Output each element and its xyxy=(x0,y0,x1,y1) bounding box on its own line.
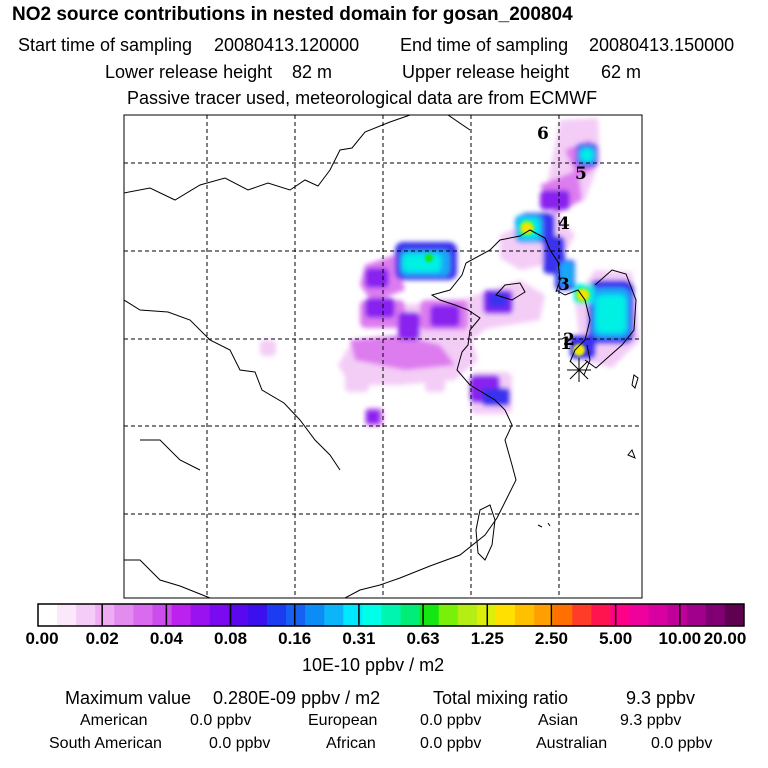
region-name: European xyxy=(308,712,378,729)
colorbar-tick-label: 0.02 xyxy=(85,629,119,648)
region-value: 0.0 ppbv xyxy=(651,735,713,752)
colorbar-cell xyxy=(209,604,230,626)
region-name: American xyxy=(80,712,148,729)
colorbar-cell xyxy=(76,604,96,626)
colorbar-cell xyxy=(114,604,134,626)
marker-6: 6 xyxy=(537,124,549,144)
colorbar-tick-label: 0.04 xyxy=(149,629,183,648)
colorbar-cell xyxy=(228,604,249,626)
colorbar-cell xyxy=(438,604,459,626)
start-time-value: 20080413.120000 xyxy=(214,35,360,55)
figure-title: NO2 source contributions in nested domai… xyxy=(12,4,573,25)
colorbar-cell xyxy=(190,604,211,626)
colorbar-tick-label: 0.63 xyxy=(406,629,440,648)
end-time-value: 20080413.150000 xyxy=(589,35,735,55)
colorbar-cell xyxy=(648,604,669,626)
region-value: 9.3 ppbv xyxy=(620,712,682,729)
colorbar-cell xyxy=(515,604,535,626)
colorbar-tick-label: 5.00 xyxy=(599,629,633,648)
colorbar-cell xyxy=(381,604,402,626)
region-value: 0.0 ppbv xyxy=(209,735,271,752)
total-label: Total mixing ratio xyxy=(433,688,569,708)
colorbar-cell xyxy=(629,604,650,626)
colorbar-tick-label: 0.00 xyxy=(25,629,59,648)
start-time-label: Start time of sampling xyxy=(18,35,193,55)
colorbar-tick-label: 2.50 xyxy=(534,629,568,648)
colorbar-cell xyxy=(95,604,115,626)
upper-height-label: Upper release height xyxy=(402,62,570,82)
region-name: African xyxy=(326,735,376,752)
colorbar-cell xyxy=(457,604,478,626)
tracer-note: Passive tracer used, meteorological data… xyxy=(127,88,598,108)
colorbar-cell xyxy=(324,604,344,626)
colorbar-tick-label: 20.00 xyxy=(703,629,747,648)
colorbar xyxy=(37,603,745,627)
total-value: 9.3 ppbv xyxy=(626,688,696,708)
colorbar-cell xyxy=(57,604,77,626)
colorbar-tick-label: 0.08 xyxy=(213,629,248,648)
colorbar-cell xyxy=(591,604,611,626)
region-name: Australian xyxy=(536,735,608,752)
colorbar-cell xyxy=(705,604,726,626)
colorbar-tick-label: 1.25 xyxy=(470,629,504,648)
colorbar-tick-label: 10.00 xyxy=(658,629,702,648)
colorbar-cell xyxy=(534,604,554,626)
region-name: Asian xyxy=(538,712,579,729)
marker-5: 5 xyxy=(575,164,587,184)
colorbar-cell xyxy=(400,604,421,626)
colorbar-cell xyxy=(247,604,268,626)
region-value: 0.0 ppbv xyxy=(420,735,482,752)
colorbar-cell xyxy=(286,604,306,626)
region-value: 0.0 ppbv xyxy=(190,712,252,729)
colorbar-cell xyxy=(419,604,440,626)
colorbar-cell xyxy=(343,604,363,626)
colorbar-tick-label: 0.16 xyxy=(278,629,312,648)
colorbar-tick-label: 0.31 xyxy=(342,629,376,648)
colorbar-cell xyxy=(362,604,382,626)
colorbar-cell xyxy=(266,604,287,626)
max-label: Maximum value xyxy=(65,688,192,708)
colorbar-cell xyxy=(133,604,153,626)
marker-1: 1 xyxy=(560,334,572,354)
marker-3: 3 xyxy=(558,275,570,295)
lower-height-label: Lower release height xyxy=(105,62,273,82)
colorbar-cell xyxy=(171,604,192,626)
colorbar-cell xyxy=(686,604,707,626)
marker-4: 4 xyxy=(558,214,570,234)
colorbar-cell xyxy=(38,604,58,626)
colorbar-cell xyxy=(495,604,516,626)
upper-height-value: 62 m xyxy=(601,62,642,82)
max-value: 0.280E-09 ppbv / m2 xyxy=(213,688,381,708)
colorbar-cell xyxy=(724,604,745,626)
colorbar-cell xyxy=(667,604,688,626)
region-name: South American xyxy=(49,735,162,752)
lower-height-value: 82 m xyxy=(292,62,333,82)
graticule xyxy=(124,115,642,598)
colorbar-cell xyxy=(152,604,173,626)
region-value: 0.0 ppbv xyxy=(420,712,482,729)
end-time-label: End time of sampling xyxy=(400,35,569,55)
asterisk-station-icon xyxy=(567,358,591,382)
colorbar-cell xyxy=(610,604,631,626)
colorbar-cell xyxy=(553,604,573,626)
colorbar-unit: 10E-10 ppbv / m2 xyxy=(302,655,445,675)
marker-2: 2 xyxy=(563,330,575,350)
colorbar-cell xyxy=(305,604,325,626)
colorbar-cell xyxy=(572,604,592,626)
